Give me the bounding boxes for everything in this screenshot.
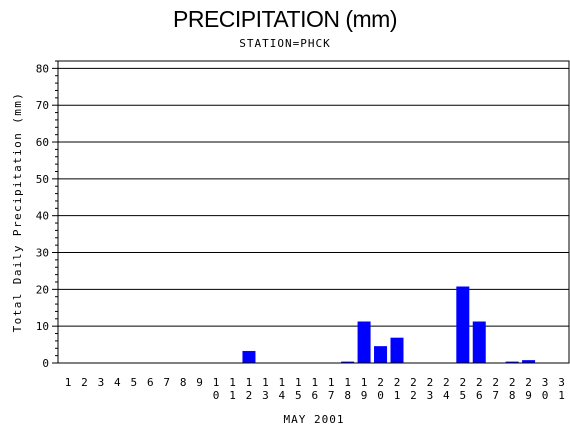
x-axis-ticks: 1 2 3 4 5 6 7 8 9 1011121314151617181920212223242… — [65, 376, 565, 402]
x-tick-label: 0 — [377, 389, 384, 402]
bar-day-19 — [357, 321, 371, 364]
y-tick-label: 80 — [36, 62, 49, 75]
x-tick-label: 1 — [262, 376, 269, 389]
x-tick-label: 1 — [279, 376, 286, 389]
x-tick-label: 1 — [394, 389, 401, 402]
x-tick-label: 2 — [394, 376, 401, 389]
x-tick-label: 8 — [344, 389, 351, 402]
y-axis-ticks: 0 10 20 30 40 50 60 70 80 — [36, 60, 58, 370]
x-tick-label: 2 — [410, 389, 417, 402]
bar-day-20 — [374, 346, 388, 364]
chart-title: PRECIPITATION (mm) — [173, 6, 397, 32]
x-tick-label: 3 — [542, 376, 549, 389]
x-tick-label: 9 — [525, 389, 532, 402]
x-tick-label: 0 — [542, 389, 549, 402]
bar-day-26 — [472, 321, 486, 364]
x-tick-label: 1 — [229, 376, 236, 389]
grid-lines — [58, 67, 569, 327]
x-tick-label: 1 — [344, 376, 351, 389]
x-tick-label: 2 — [509, 376, 516, 389]
y-tick-label: 0 — [42, 357, 49, 370]
x-tick-label: 1 — [558, 389, 565, 402]
x-tick-label: 7 — [328, 389, 335, 402]
x-tick-label: 3 — [262, 389, 269, 402]
x-tick-label: 7 — [163, 376, 170, 389]
x-tick-label: 3 — [98, 376, 105, 389]
plot-frame — [57, 60, 570, 364]
bar-day-21 — [390, 337, 404, 364]
y-tick-label: 50 — [36, 173, 49, 186]
x-tick-label: 8 — [180, 376, 187, 389]
x-tick-label: 3 — [427, 389, 434, 402]
x-tick-label: 4 — [114, 376, 121, 389]
x-tick-label: 4 — [443, 389, 450, 402]
x-tick-label: 2 — [492, 376, 499, 389]
chart-subtitle: STATION=PHCK — [239, 37, 331, 50]
x-tick-label: 2 — [246, 389, 253, 402]
x-tick-label: 2 — [427, 376, 434, 389]
y-tick-label: 60 — [36, 136, 49, 149]
x-tick-label: 1 — [311, 376, 318, 389]
x-tick-label: 6 — [476, 389, 483, 402]
x-tick-label: 1 — [246, 376, 253, 389]
y-tick-label: 40 — [36, 210, 49, 223]
x-tick-label: 2 — [443, 376, 450, 389]
x-tick-label: 9 — [196, 376, 203, 389]
x-tick-label: 4 — [279, 389, 286, 402]
y-tick-label: 10 — [36, 320, 49, 333]
y-tick-label: 20 — [36, 283, 49, 296]
x-axis-label: MAY 2001 — [284, 413, 345, 426]
x-tick-label: 1 — [229, 389, 236, 402]
x-tick-label: 7 — [492, 389, 499, 402]
x-tick-label: 1 — [213, 376, 220, 389]
x-tick-label: 8 — [509, 389, 516, 402]
x-tick-label: 0 — [213, 389, 220, 402]
x-tick-label: 1 — [328, 376, 335, 389]
y-tick-label: 70 — [36, 99, 49, 112]
bar-day-12 — [242, 350, 256, 364]
x-tick-label: 2 — [410, 376, 417, 389]
x-tick-label: 3 — [558, 376, 565, 389]
x-tick-label: 2 — [476, 376, 483, 389]
x-tick-label: 2 — [81, 376, 88, 389]
y-axis-label: Total Daily Precipitation (mm) — [11, 92, 24, 333]
x-tick-label: 1 — [361, 376, 368, 389]
x-tick-label: 5 — [295, 389, 302, 402]
x-tick-label: 9 — [361, 389, 368, 402]
x-tick-label: 2 — [525, 376, 532, 389]
x-tick-label: 5 — [459, 389, 466, 402]
x-tick-label: 6 — [311, 389, 318, 402]
x-tick-label: 1 — [295, 376, 302, 389]
x-tick-label: 5 — [130, 376, 137, 389]
x-tick-label: 6 — [147, 376, 154, 389]
x-tick-label: 2 — [459, 376, 466, 389]
bar-day-25 — [456, 286, 470, 364]
x-tick-label: 2 — [377, 376, 384, 389]
x-tick-label: 1 — [65, 376, 72, 389]
bars — [242, 286, 536, 364]
y-tick-label: 30 — [36, 247, 49, 260]
